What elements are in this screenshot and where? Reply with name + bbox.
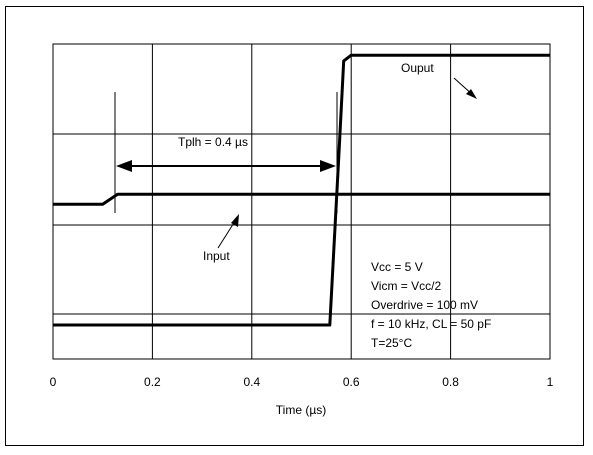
condition-vcc: Vcc = 5 V [371,260,423,274]
input-label: Input [203,249,230,263]
x-tick-label: 0.8 [442,375,459,389]
x-tick-label: 0 [50,375,57,389]
input-pointer-head [231,214,239,227]
output-label: Ouput [401,61,434,75]
series-layer [53,53,550,327]
tplh-arrowhead-left [116,160,132,172]
condition-overdrive: Overdrive = 100 mV [371,298,478,312]
x-tick-label: 0.6 [343,375,360,389]
figure-frame [5,6,584,446]
tplh-arrowhead-right [320,160,336,172]
output-pointer-head [466,89,477,99]
x-tick-label: 1 [547,375,554,389]
gridlines [53,44,550,359]
x-tick-label: 0.4 [243,375,260,389]
condition-vicm: Vicm = Vcc/2 [371,279,441,293]
x-tick-labels: 0 0.2 0.4 0.6 0.8 1 [50,375,554,389]
series-line-input [53,192,550,206]
condition-frequency-load: f = 10 kHz, CL = 50 pF [371,317,491,331]
tplh-label: Tplh = 0.4 µs [178,135,248,149]
plot-area [52,43,551,360]
x-axis-label: Time (µs) [276,403,326,417]
x-tick-label: 0.2 [144,375,161,389]
series-line-ouput [53,53,550,327]
conditions-block: Vcc = 5 V Vicm = Vcc/2 Overdrive = 100 m… [371,260,491,350]
condition-temperature: T=25°C [371,336,412,350]
